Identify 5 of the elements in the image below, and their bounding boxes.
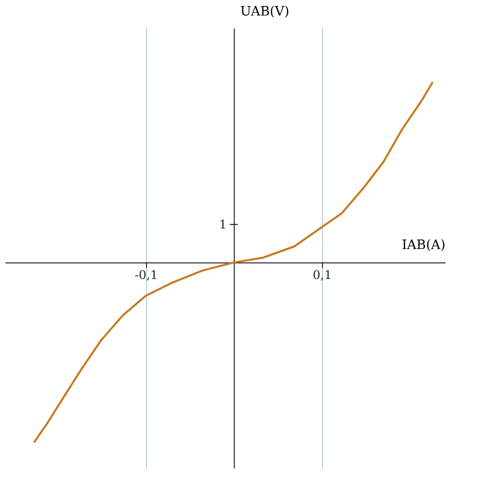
x-tick-label: -0,1 (134, 268, 158, 282)
x-axis-title: IAB(A) (402, 238, 446, 253)
x-tick-label: 0,1 (312, 268, 332, 282)
annotation: 1 (219, 217, 227, 232)
y-axis-title: UAB(V) (240, 4, 290, 20)
